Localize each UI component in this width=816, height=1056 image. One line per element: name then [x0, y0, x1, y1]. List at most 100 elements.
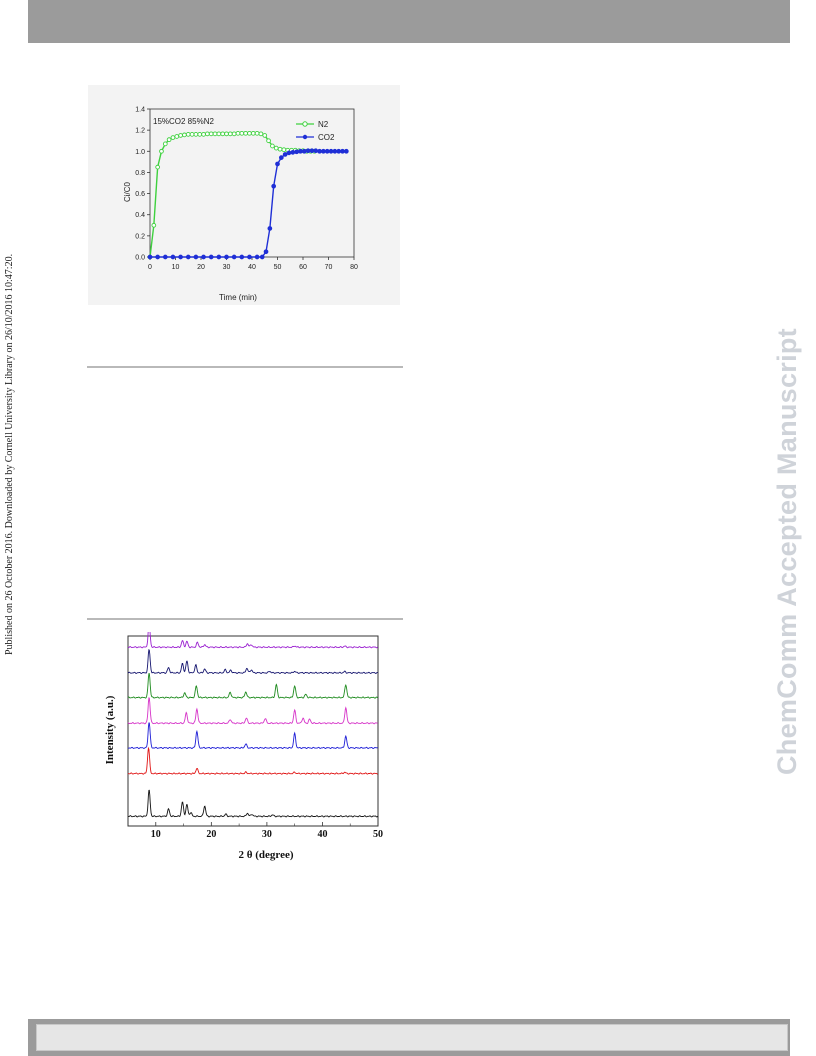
chart1-point	[309, 148, 315, 154]
chart1-point	[159, 148, 164, 154]
chart1-point	[231, 131, 237, 137]
chart1-point	[227, 131, 233, 137]
chart2-xtick-label: 10	[151, 829, 161, 840]
chart2-xtick-label: 30	[262, 829, 272, 840]
header-bar	[28, 0, 790, 43]
chart1-point	[321, 148, 326, 154]
chart1-point	[301, 148, 307, 154]
chart1-point	[201, 254, 206, 260]
chart1-point	[277, 146, 283, 152]
chart2-pattern-line	[127, 789, 379, 818]
chart1-point	[224, 254, 229, 260]
chart1-point	[254, 254, 260, 260]
chart1-point	[205, 131, 210, 137]
chart1-point	[273, 145, 279, 151]
chart1-point	[178, 254, 183, 260]
chart2-pattern-line	[127, 673, 378, 699]
chart1-series-co2	[147, 148, 349, 260]
chart1-point	[286, 150, 292, 156]
chart1-point	[185, 132, 191, 137]
chart1-point	[155, 254, 160, 260]
chart1-xtick-label: 80	[350, 264, 358, 271]
chart1-point	[332, 148, 338, 154]
chart1-ytick-label: 0.0	[135, 255, 145, 262]
chart1-xlabel: Time (min)	[219, 293, 257, 302]
chart2-pattern-3	[127, 673, 378, 699]
chart1-point	[216, 254, 222, 260]
chart1-point	[151, 222, 157, 228]
chart1-annotation: 15%CO2 85%N2	[153, 117, 214, 126]
chart1-point	[201, 132, 206, 137]
chart1-ylabel: Ci/C0	[123, 181, 132, 202]
chart2-pattern-7	[127, 789, 379, 818]
chart1-point	[305, 148, 311, 154]
chart1-xtick-label: 30	[223, 264, 231, 271]
chart1-point	[328, 148, 334, 154]
chart1-xtick-label: 10	[172, 264, 180, 271]
chart1-point	[239, 254, 245, 260]
breakthrough-chart: 0 10 20 30 40 50 60 70 80 0.0 0.2 0.4 0.6 0.8 1.0 1.2 1.…	[88, 85, 400, 305]
chart1-point	[208, 131, 214, 137]
chart2-frame	[127, 635, 379, 827]
chart1-legend: N2 CO2	[296, 120, 335, 142]
chart1-ytick-label: 1.0	[135, 149, 145, 156]
chart1-point	[220, 131, 226, 137]
chart1-point	[250, 130, 256, 136]
chart1-point	[174, 134, 180, 139]
chart1-point	[212, 131, 218, 137]
chart2-pattern-4	[127, 697, 378, 725]
chart1-point	[281, 147, 287, 153]
chart2-pattern-5	[127, 722, 379, 750]
chart1-ytick-label: 0.4	[135, 212, 145, 219]
chart1-point	[224, 131, 229, 137]
legend-co2-label: CO2	[318, 133, 335, 142]
chart1-ytick-label: 0.2	[135, 233, 145, 240]
chart1-point	[243, 130, 248, 136]
manuscript-watermark: ChemComm Accepted Manuscript	[772, 328, 802, 775]
chart1-point	[262, 133, 268, 138]
chart1-point	[189, 132, 195, 137]
chart1-point	[155, 164, 160, 170]
legend-n2-label: N2	[318, 120, 329, 129]
legend-n2-marker	[302, 121, 308, 127]
chart1-xtick-label: 40	[248, 264, 256, 271]
chart1-point	[317, 148, 322, 154]
chart2-pattern-line	[127, 746, 378, 775]
chart1-point	[235, 130, 241, 136]
chart1-point	[170, 135, 176, 140]
chart1-point	[294, 149, 299, 155]
chart1-xtick-label: 0	[148, 264, 152, 271]
chart1-point	[208, 254, 214, 260]
chart1-point	[182, 132, 187, 138]
chart1-point	[162, 141, 168, 147]
chart1-ytick-label: 0.8	[135, 170, 145, 177]
chart1-point	[270, 143, 275, 149]
chart1-point	[193, 254, 199, 260]
chart1-point	[254, 130, 260, 136]
chart2-pattern-6	[127, 746, 378, 775]
chart1-point	[298, 148, 303, 154]
chart2-pattern-line	[127, 697, 378, 725]
section-divider-2	[87, 618, 403, 620]
chart1-xtick-label: 20	[197, 264, 205, 271]
chart1-point	[344, 148, 349, 154]
chart2-xlabel: 2 θ (degree)	[238, 849, 293, 861]
chart1-xtick-label: 70	[325, 264, 333, 271]
chart1-xtick-label: 60	[299, 264, 307, 271]
chart1-point	[197, 132, 203, 137]
chart1-point	[239, 130, 245, 136]
chart1-point	[336, 148, 342, 154]
chart2-ylabel: Intensity (a.u.)	[104, 695, 116, 764]
publication-note: Published on 26 October 2016. Downloaded…	[4, 253, 15, 655]
chart1-point	[185, 254, 191, 260]
chart1-point	[263, 249, 269, 255]
chart1-point	[147, 254, 153, 260]
chart1-point	[290, 149, 296, 155]
chart1-point	[170, 254, 176, 260]
chart1-point	[275, 161, 280, 167]
chart2-xtick-label: 40	[317, 829, 327, 840]
chart1-point	[258, 131, 264, 137]
chart1-point	[271, 183, 277, 189]
chart1-ytick-label: 0.6	[135, 191, 145, 198]
chart1-point	[178, 133, 183, 138]
